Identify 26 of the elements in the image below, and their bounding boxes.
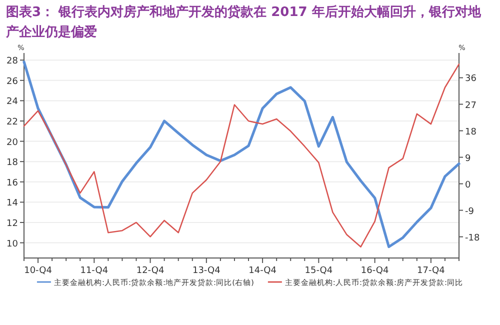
y2-tick-label: 9	[465, 154, 471, 164]
y-tick-label: 20	[6, 138, 18, 148]
x-tick-label: 11-Q4	[80, 266, 108, 276]
y2-tick-label: 36	[465, 74, 477, 84]
y-tick-label: 24	[6, 97, 18, 108]
x-tick-label: 12-Q4	[136, 266, 164, 276]
y2-tick-label: -9	[465, 206, 474, 217]
y2-tick-label: 18	[465, 127, 477, 138]
y-tick-label: 16	[6, 178, 18, 188]
y-tick-label: 14	[6, 198, 18, 209]
y2-tick-label: -18	[465, 233, 480, 244]
x-tick-label: 13-Q4	[192, 266, 221, 276]
y2-tick-label: 0	[465, 180, 471, 190]
y-tick-label: 12	[6, 218, 18, 229]
x-tick-label: 17-Q4	[417, 266, 446, 276]
y2-tick-label: 27	[465, 100, 476, 111]
x-tick-label: 10-Q4	[24, 266, 52, 276]
x-tick-label: 15-Q4	[304, 266, 333, 276]
y-tick-label: 22	[6, 117, 18, 128]
x-tick-label: 16-Q4	[360, 266, 389, 276]
y-tick-label: 28	[6, 56, 18, 67]
y-tick-label: 10	[6, 239, 18, 250]
y-tick-label: 26	[6, 76, 18, 87]
x-tick-label: 14-Q4	[248, 266, 277, 276]
y-tick-label: 18	[6, 158, 18, 168]
chart-title: 图表3： 银行表内对房产和地产开发的贷款在 2017 年后开始大幅回升，银行对地产企业仍是偏爱	[5, 4, 482, 40]
